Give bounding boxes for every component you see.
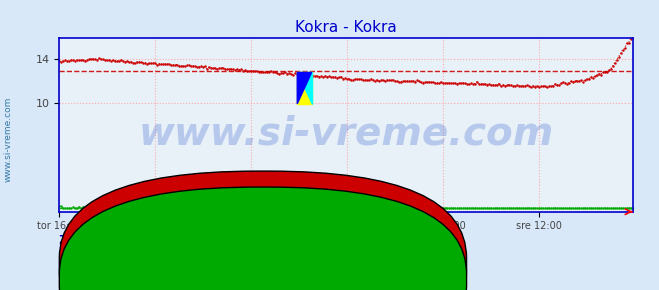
Polygon shape xyxy=(297,72,312,104)
Text: temperatura[C]: temperatura[C] xyxy=(273,260,360,270)
Bar xyxy=(297,72,312,104)
Title: Kokra - Kokra: Kokra - Kokra xyxy=(295,20,397,35)
Text: ZGODOVINSKE  VREDNOSTI  (črtkana  črta) :: ZGODOVINSKE VREDNOSTI (črtkana črta) : xyxy=(59,234,367,246)
Text: www.si-vreme.com: www.si-vreme.com xyxy=(138,114,554,153)
Polygon shape xyxy=(297,72,312,104)
Text: www.si-vreme.com: www.si-vreme.com xyxy=(3,97,13,182)
Text: pretok[m3/s]: pretok[m3/s] xyxy=(273,276,345,286)
